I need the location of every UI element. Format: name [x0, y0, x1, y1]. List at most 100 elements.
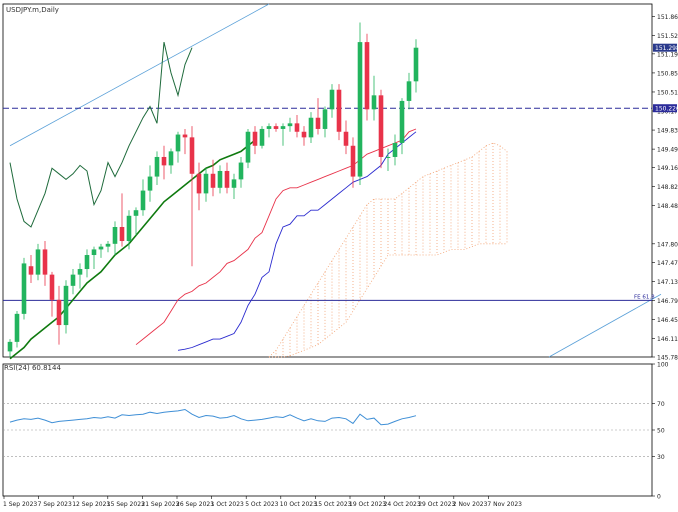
candle-body: [336, 89, 342, 132]
candle-body: [147, 176, 153, 191]
candle-body: [7, 341, 13, 352]
last-price-label: 151.298: [655, 45, 678, 52]
price-tick-label: 149.160: [657, 165, 678, 172]
fibo-label: FE 61.8: [634, 294, 655, 300]
trendline-0: [9, 3, 270, 147]
candle-body: [273, 126, 279, 129]
candle-body: [42, 249, 48, 275]
price-tick-label: 145.780: [657, 355, 678, 362]
candle-body: [35, 249, 41, 275]
candle-body: [301, 131, 307, 138]
tenkan-sen-line: [135, 128, 417, 346]
x-tick-label: 15 Oct 2023: [314, 501, 351, 508]
candle-body: [231, 179, 237, 188]
candle-body: [378, 95, 384, 157]
rsi-tick-label: 50: [657, 428, 665, 435]
candle-body: [343, 131, 349, 146]
x-tick-label: 12 Sep 2023: [72, 501, 110, 508]
price-tick-label: 147.130: [657, 279, 678, 286]
candle-body: [140, 190, 146, 211]
candle-body: [175, 134, 181, 152]
price-tick-label: 149.490: [657, 147, 678, 154]
candle-body: [287, 123, 293, 127]
x-tick-label: 5 Oct 2023: [245, 501, 278, 508]
price-tick-label: 151.520: [657, 33, 678, 40]
candle-body: [161, 156, 167, 166]
rsi-tick-label: 30: [657, 454, 665, 461]
x-tick-label: 19 Oct 2023: [349, 501, 386, 508]
candle-body: [210, 173, 216, 188]
trendline-1: [548, 293, 662, 358]
price-tick-label: 151.860: [657, 14, 678, 21]
candle-body: [112, 227, 118, 244]
candle-body: [49, 274, 55, 300]
candle-body: [357, 42, 363, 177]
rsi-line: [9, 408, 417, 426]
price-tick-label: 149.830: [657, 128, 678, 135]
rsi-title: RSI(24) 60.8144: [4, 364, 61, 372]
x-tick-label: 1 Oct 2023: [211, 501, 244, 508]
x-tick-label: 15 Sep 2023: [107, 501, 145, 508]
candle-body: [182, 134, 188, 138]
candle-body: [238, 162, 244, 180]
candle-body: [105, 243, 111, 247]
candle-body: [77, 269, 83, 275]
candle-body: [406, 81, 412, 101]
price-tick-label: 151.190: [657, 51, 678, 58]
kijun-sen-line: [177, 131, 417, 351]
candle-body: [350, 145, 356, 177]
rsi-tick-label: 0: [657, 494, 661, 501]
x-tick-label: 29 Oct 2023: [418, 501, 455, 508]
chart-title: USDJPY.m,Daily: [6, 6, 59, 14]
candle-body: [280, 126, 286, 129]
candle-body: [399, 100, 405, 143]
candle-body: [364, 42, 370, 110]
x-tick-label: 21 Sep 2023: [141, 501, 179, 508]
price-plot-area: [2, 3, 653, 358]
candle-body: [217, 170, 223, 188]
senkou-span-a: [268, 142, 508, 358]
rsi-tick-label: 100: [657, 362, 669, 369]
candle-body: [154, 156, 160, 177]
candle-body: [294, 123, 300, 132]
rsi-tick-label: 70: [657, 401, 665, 408]
candle-body: [259, 128, 265, 146]
price-tick-label: 150.510: [657, 89, 678, 96]
candle-body: [63, 285, 69, 326]
candle-body: [133, 210, 139, 216]
candle-body: [385, 156, 391, 158]
x-tick-label: 10 Oct 2023: [280, 501, 317, 508]
candle-body: [91, 249, 97, 256]
candle-body: [413, 47, 419, 82]
candle-body: [322, 109, 328, 129]
price-tick-label: 147.800: [657, 241, 678, 248]
candle-body: [168, 151, 174, 166]
x-tick-label: 7 Sep 2023: [38, 501, 72, 508]
candle-body: [21, 263, 27, 314]
x-tick-label: 1 Sep 2023: [3, 501, 37, 508]
candle-body: [252, 131, 258, 146]
level-price-label: 150.220: [655, 106, 678, 113]
candle-body: [371, 95, 377, 110]
price-tick-label: 148.820: [657, 184, 678, 191]
candle-body: [245, 131, 251, 163]
candle-body: [315, 117, 321, 129]
candle-body: [189, 137, 195, 174]
rsi-panel: 100 70 50 30 0: [2, 362, 669, 501]
candle-body: [84, 255, 90, 270]
candle-body: [28, 266, 34, 275]
x-tick-label: 24 Oct 2023: [384, 501, 421, 508]
candle-body: [329, 89, 335, 110]
candle-body: [56, 299, 62, 326]
candle-body: [126, 215, 132, 242]
candle-body: [203, 173, 209, 194]
candle-body: [392, 142, 398, 157]
price-tick-label: 146.450: [657, 317, 678, 324]
x-tick-label: 7 Nov 2023: [487, 501, 522, 508]
moving-average-line: [9, 139, 256, 360]
price-tick-label: 150.850: [657, 70, 678, 77]
candle-body: [14, 313, 20, 342]
price-tick-label: 146.110: [657, 336, 678, 343]
